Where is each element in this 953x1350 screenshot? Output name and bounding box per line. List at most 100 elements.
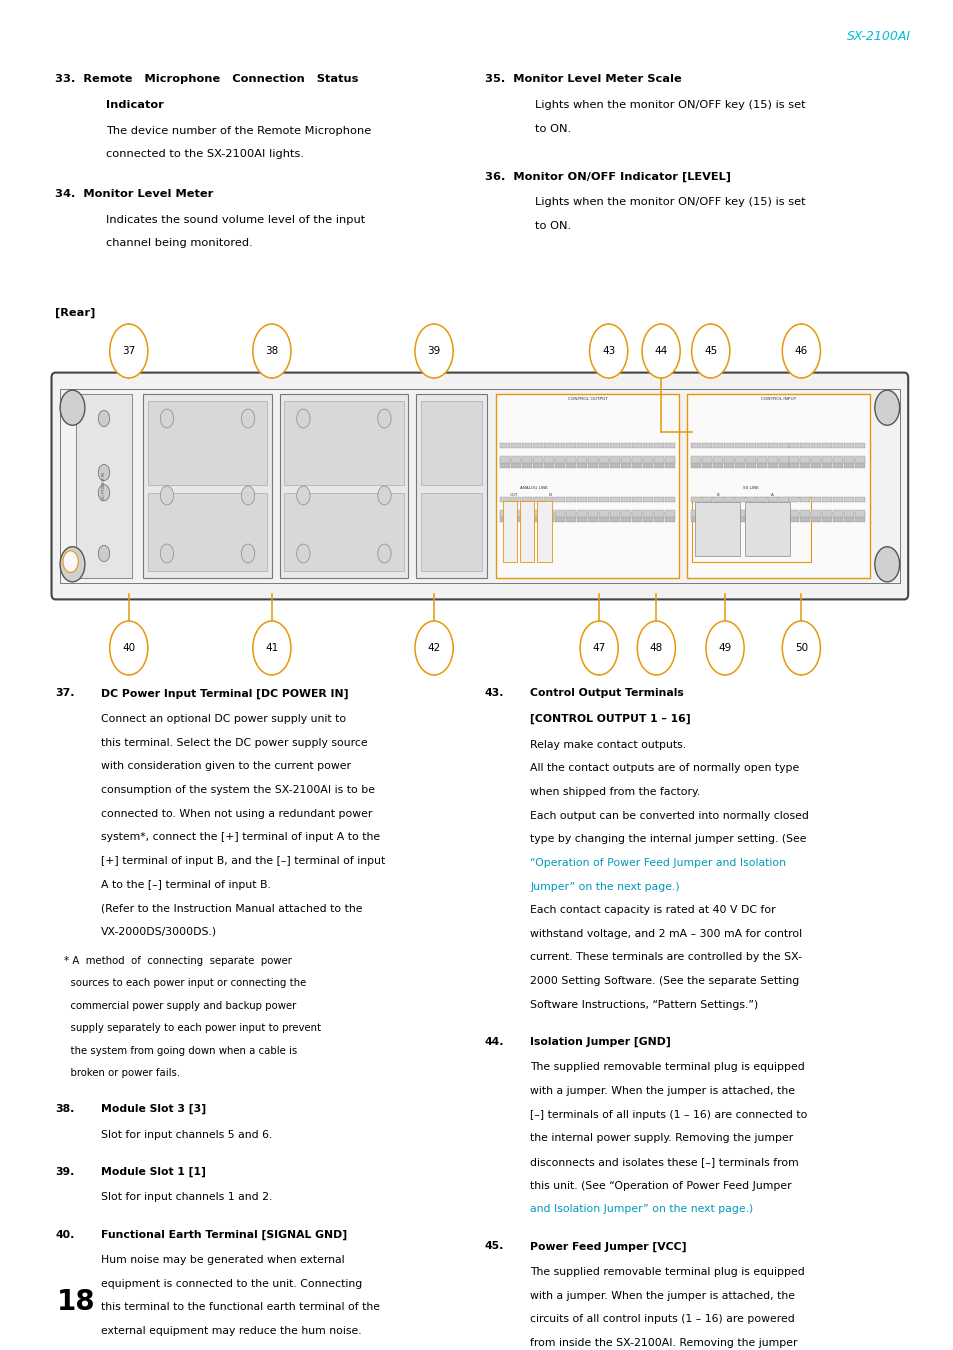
Bar	[642, 458, 652, 468]
Text: external equipment may reduce the hum noise.: external equipment may reduce the hum no…	[101, 1326, 361, 1336]
Bar	[734, 512, 744, 522]
Bar	[778, 456, 788, 463]
Bar	[712, 456, 722, 463]
Text: Indicates the sound volume level of the input: Indicates the sound volume level of the …	[106, 215, 365, 224]
Text: with consideration given to the current power: with consideration given to the current …	[101, 761, 351, 771]
Bar	[598, 443, 608, 448]
Text: Module Slot 1 [1]: Module Slot 1 [1]	[101, 1166, 206, 1177]
Bar	[756, 512, 766, 522]
Circle shape	[241, 544, 254, 563]
Text: 38: 38	[265, 346, 278, 356]
Circle shape	[63, 551, 78, 572]
Bar	[620, 512, 630, 522]
Bar	[598, 512, 608, 522]
Bar	[843, 497, 854, 502]
Text: All the contact outputs are of normally open type: All the contact outputs are of normally …	[530, 764, 799, 774]
Circle shape	[415, 621, 453, 675]
Text: commercial power supply and backup power: commercial power supply and backup power	[65, 1000, 296, 1011]
Circle shape	[110, 324, 148, 378]
Text: 44.: 44.	[484, 1037, 503, 1046]
Bar	[789, 456, 799, 463]
Bar	[577, 510, 586, 517]
Text: (Refer to the Instruction Manual attached to the: (Refer to the Instruction Manual attache…	[101, 903, 362, 913]
Bar	[143, 394, 272, 578]
Text: this terminal to the functional earth terminal of the: this terminal to the functional earth te…	[101, 1303, 379, 1312]
Bar	[789, 512, 799, 522]
Bar	[811, 443, 821, 448]
Bar	[811, 458, 821, 468]
Bar	[843, 510, 854, 517]
Bar	[833, 512, 842, 522]
Bar	[701, 456, 711, 463]
Bar	[521, 458, 532, 468]
Bar	[811, 512, 821, 522]
Circle shape	[705, 621, 743, 675]
Text: 50: 50	[794, 643, 807, 653]
Text: 39.: 39.	[55, 1166, 74, 1177]
Bar	[565, 497, 576, 502]
Bar	[800, 456, 810, 463]
Bar	[789, 458, 799, 468]
Bar	[789, 510, 799, 517]
Text: 46: 46	[794, 346, 807, 356]
Bar	[778, 510, 788, 517]
Text: sources to each power input or connecting the: sources to each power input or connectin…	[65, 979, 307, 988]
Text: Each output can be converted into normally closed: Each output can be converted into normal…	[530, 810, 808, 821]
Text: to ON.: to ON.	[535, 124, 571, 134]
Circle shape	[781, 324, 820, 378]
Text: 44: 44	[654, 346, 667, 356]
Circle shape	[377, 409, 391, 428]
Text: [+] terminal of input B, and the [–] terminal of input: [+] terminal of input B, and the [–] ter…	[101, 856, 385, 865]
Text: and Isolation Jumper” on the next page.): and Isolation Jumper” on the next page.)	[530, 1204, 753, 1214]
Bar	[778, 458, 788, 468]
Text: system*, connect the [+] terminal of input A to the: system*, connect the [+] terminal of inp…	[101, 832, 380, 842]
Bar	[598, 510, 608, 517]
Bar	[734, 497, 744, 502]
Bar	[821, 456, 832, 463]
Bar	[499, 456, 510, 463]
Bar	[690, 458, 700, 468]
Bar	[631, 456, 641, 463]
Text: SX-2100AI: SX-2100AI	[846, 30, 910, 43]
Bar	[631, 512, 641, 522]
Text: * A  method  of  connecting  separate  power: * A method of connecting separate power	[65, 956, 292, 965]
Bar	[620, 443, 630, 448]
Text: 18: 18	[57, 1288, 95, 1316]
Text: Control Output Terminals: Control Output Terminals	[530, 688, 683, 698]
Bar	[756, 458, 766, 468]
Text: DC POWER IN: DC POWER IN	[102, 472, 106, 499]
Bar	[723, 510, 733, 517]
Text: to ON.: to ON.	[535, 220, 571, 231]
Bar	[543, 512, 554, 522]
Bar	[843, 458, 854, 468]
Bar	[723, 458, 733, 468]
Circle shape	[98, 545, 110, 562]
Bar	[833, 443, 842, 448]
Bar	[496, 394, 679, 578]
Text: Lights when the monitor ON/OFF key (15) is set: Lights when the monitor ON/OFF key (15) …	[535, 100, 805, 109]
Bar	[587, 458, 598, 468]
Bar	[642, 497, 652, 502]
Bar	[833, 458, 842, 468]
Bar	[821, 512, 832, 522]
Bar	[543, 458, 554, 468]
Bar	[767, 443, 777, 448]
Circle shape	[60, 547, 85, 582]
Circle shape	[377, 544, 391, 563]
Bar	[789, 443, 799, 448]
Circle shape	[377, 486, 391, 505]
Bar	[521, 512, 532, 522]
Bar	[800, 510, 810, 517]
Text: connected to. When not using a redundant power: connected to. When not using a redundant…	[101, 809, 372, 818]
Bar	[767, 512, 777, 522]
Bar	[653, 458, 663, 468]
Bar	[745, 497, 755, 502]
Bar	[821, 443, 832, 448]
Bar	[734, 458, 744, 468]
Bar	[690, 512, 700, 522]
Bar	[565, 458, 576, 468]
Bar	[587, 497, 598, 502]
Circle shape	[160, 409, 173, 428]
Bar	[855, 512, 864, 522]
Text: IN: IN	[548, 493, 552, 497]
